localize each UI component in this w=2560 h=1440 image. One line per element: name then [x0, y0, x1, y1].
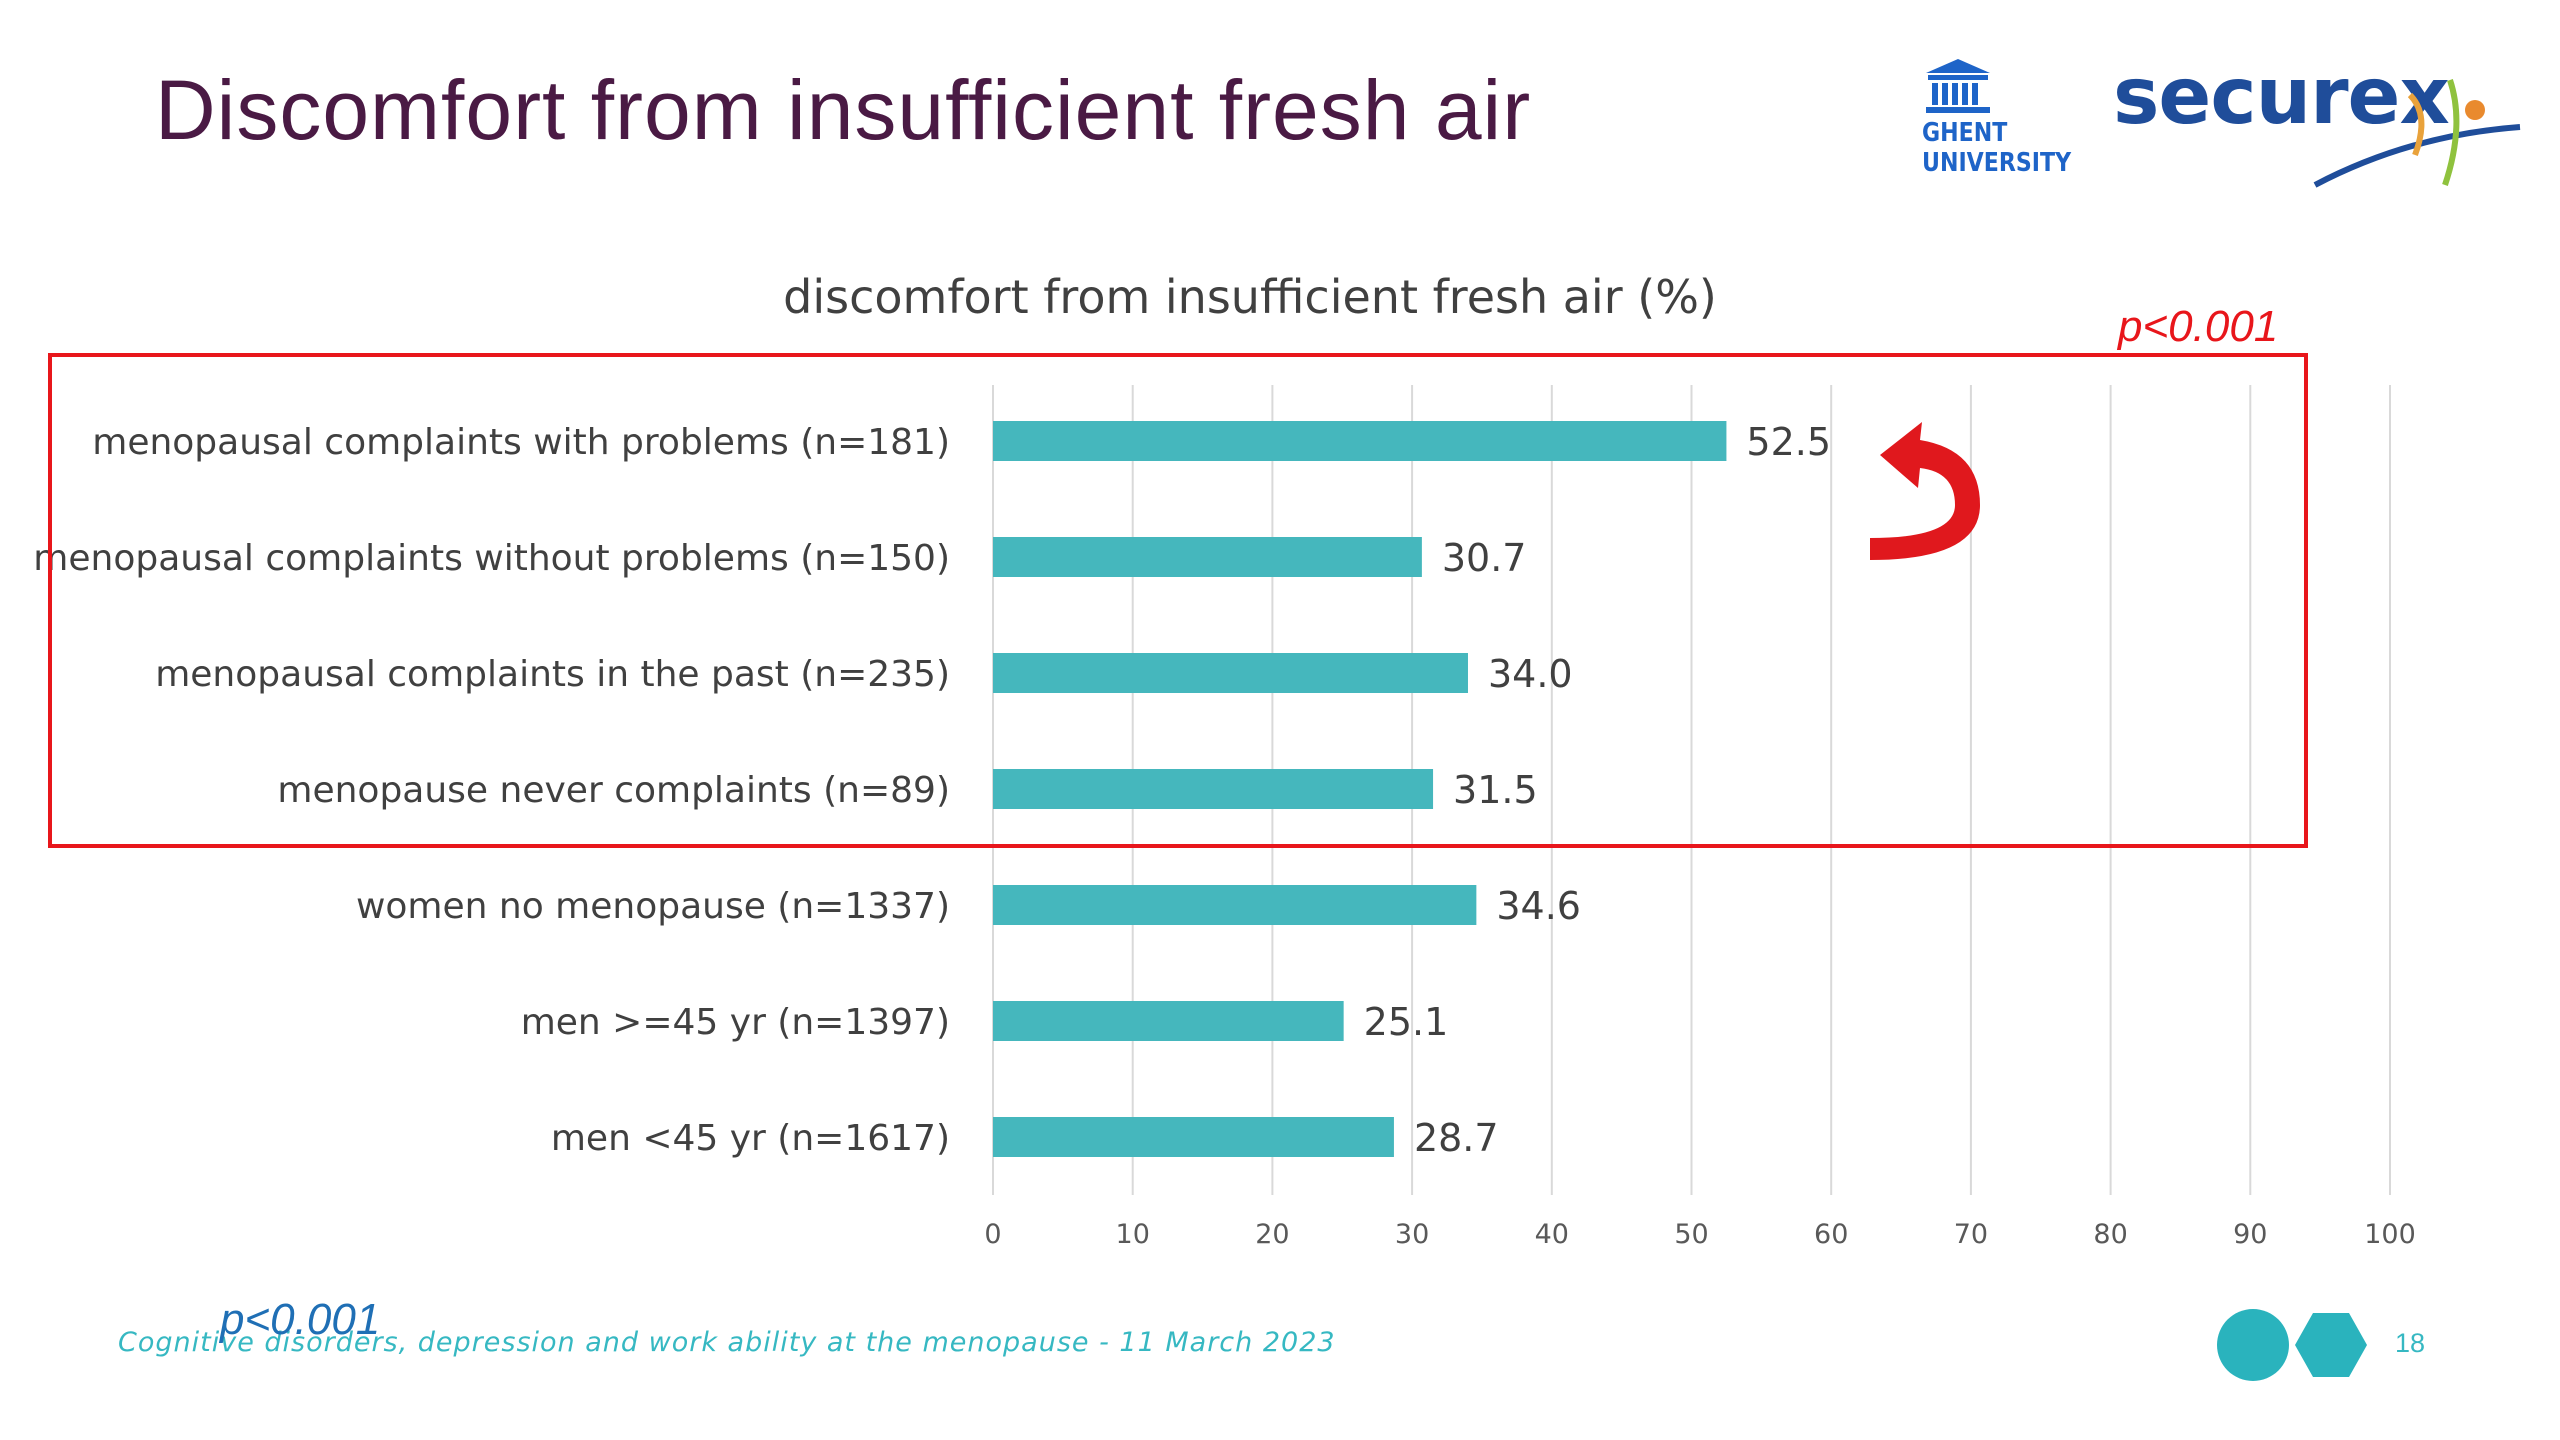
teal-hexagon-icon: [2295, 1313, 2367, 1377]
value-labels: 52.5 30.7 34.0 31.5 34.6 25.1 28.7: [1364, 420, 1831, 1160]
footer-decoration: [2217, 1309, 2367, 1381]
slide-title: Discomfort from insufficient fresh air: [155, 63, 1532, 157]
value-label: 34.0: [1488, 652, 1573, 696]
value-label: 30.7: [1442, 536, 1527, 580]
securex-swoosh-green: [2442, 79, 2460, 186]
bar: [993, 1001, 1344, 1041]
bar: [993, 885, 1477, 925]
x-tick-label: 10: [1116, 1219, 1150, 1250]
securex-dot: [2465, 100, 2485, 120]
category-label: menopausal complaints with problems (n=1…: [92, 422, 950, 463]
x-tick-label: 0: [984, 1219, 1001, 1250]
x-tick-labels: 0 10 20 30 40 50 60 70 80 90 100: [984, 1219, 2415, 1250]
category-label: men <45 yr (n=1617): [551, 1118, 950, 1159]
highlight-box: [48, 353, 2308, 848]
x-tick-label: 100: [2364, 1219, 2416, 1250]
x-tick-label: 80: [2093, 1219, 2127, 1250]
value-label: 34.6: [1496, 884, 1581, 928]
securex-logo: [2313, 79, 2521, 188]
ghent-line-2: UNIVERSITY: [1922, 148, 2072, 178]
ghent-university-logo: [1926, 59, 1990, 113]
x-tick-label: 50: [1674, 1219, 1708, 1250]
category-label: men >=45 yr (n=1397): [521, 1002, 950, 1043]
x-tick-label: 40: [1535, 1219, 1569, 1250]
bar: [993, 1117, 1394, 1157]
value-label: 52.5: [1746, 420, 1831, 464]
building-icon: [1926, 59, 1990, 113]
x-tick-label: 30: [1395, 1219, 1429, 1250]
ghent-line-1: GHENT: [1922, 118, 2008, 148]
bars: [993, 421, 1727, 1157]
x-tick-label: 70: [1954, 1219, 1988, 1250]
securex-swoosh-orange: [2407, 92, 2425, 157]
x-tick-label: 60: [1814, 1219, 1848, 1250]
securex-wordmark: securex: [2113, 52, 2450, 142]
curved-arrow-icon: [1870, 422, 1980, 560]
p-value-top: p<0.001: [2118, 302, 2279, 351]
bar: [993, 653, 1468, 693]
footer-text: Cognitive disorders, depression and work…: [118, 1327, 1336, 1358]
chart-title: discomfort from insufficient fresh air (…: [783, 270, 1717, 324]
x-tick-label: 20: [1255, 1219, 1289, 1250]
category-labels: menopausal complaints with problems (n=1…: [33, 422, 950, 1159]
bar: [993, 421, 1727, 461]
value-label: 28.7: [1414, 1116, 1499, 1160]
bar-chart: menopausal complaints with problems (n=1…: [33, 385, 2416, 1250]
x-tick-label: 90: [2233, 1219, 2267, 1250]
bar: [993, 537, 1422, 577]
category-label: menopause never complaints (n=89): [277, 770, 950, 811]
teal-circle-icon: [2217, 1309, 2289, 1381]
category-label: menopausal complaints in the past (n=235…: [155, 654, 950, 695]
value-label: 25.1: [1364, 1000, 1449, 1044]
ghent-university-wordmark: GHENT UNIVERSITY: [1922, 118, 2071, 178]
value-label: 31.5: [1453, 768, 1538, 812]
bar: [993, 769, 1434, 809]
page-number: 18: [2395, 1328, 2426, 1358]
securex-swoosh-blue: [2313, 124, 2521, 188]
category-label: women no menopause (n=1337): [356, 886, 950, 927]
p-value-bottom: p<0.001: [220, 1295, 381, 1344]
category-label: menopausal complaints without problems (…: [33, 538, 950, 579]
